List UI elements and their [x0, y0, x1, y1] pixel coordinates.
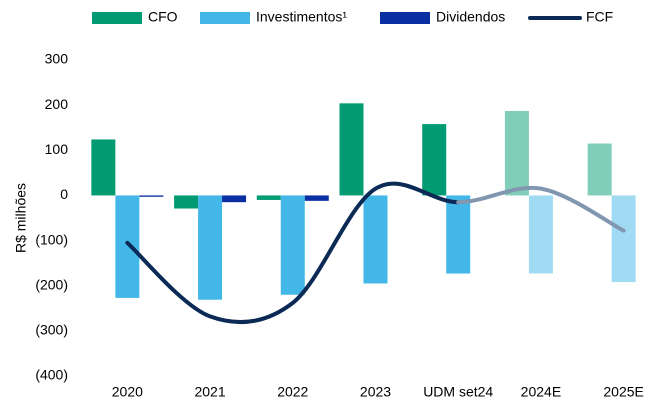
- x-tick-label: 2020: [112, 384, 143, 400]
- bar: [139, 195, 164, 197]
- y-tick-label: (200): [35, 276, 68, 292]
- bar: [363, 195, 388, 284]
- bar: [611, 195, 636, 283]
- x-tick-label: 2025E: [603, 384, 643, 400]
- legend-swatch: [200, 12, 250, 24]
- legend-label: Dividendos: [436, 9, 505, 25]
- line: [456, 185, 626, 233]
- bar: [115, 195, 140, 298]
- x-tick-label: 2022: [277, 384, 308, 400]
- legend-swatch: [380, 12, 430, 24]
- bar: [174, 195, 199, 209]
- bar: [446, 195, 471, 274]
- x-tick-label: 2023: [360, 384, 391, 400]
- bar: [504, 111, 529, 196]
- bar: [339, 103, 364, 196]
- y-tick-label: 200: [45, 96, 69, 112]
- x-tick-label: UDM set24: [423, 384, 493, 400]
- y-tick-label: 300: [45, 51, 69, 67]
- x-tick-label: 2021: [194, 384, 225, 400]
- bar: [280, 195, 305, 295]
- bar: [198, 195, 223, 300]
- legend-label: FCF: [586, 9, 613, 25]
- y-tick-label: (300): [35, 322, 68, 338]
- x-tick-label: 2024E: [521, 384, 561, 400]
- bar: [256, 195, 281, 200]
- bar: [304, 195, 329, 201]
- bar: [528, 195, 553, 274]
- y-tick-label: (100): [35, 231, 68, 247]
- line: [125, 181, 461, 325]
- bar: [222, 195, 247, 203]
- bar: [422, 124, 447, 196]
- legend-swatch: [92, 12, 142, 24]
- y-axis-label: R$ milhões: [13, 183, 29, 253]
- bar: [91, 139, 116, 196]
- legend-label: CFO: [148, 9, 178, 25]
- y-tick-label: 100: [45, 141, 69, 157]
- y-tick-label: 0: [60, 186, 68, 202]
- y-tick-label: (400): [35, 367, 68, 383]
- legend-label: Investimentos¹: [256, 9, 347, 25]
- bar: [587, 143, 612, 196]
